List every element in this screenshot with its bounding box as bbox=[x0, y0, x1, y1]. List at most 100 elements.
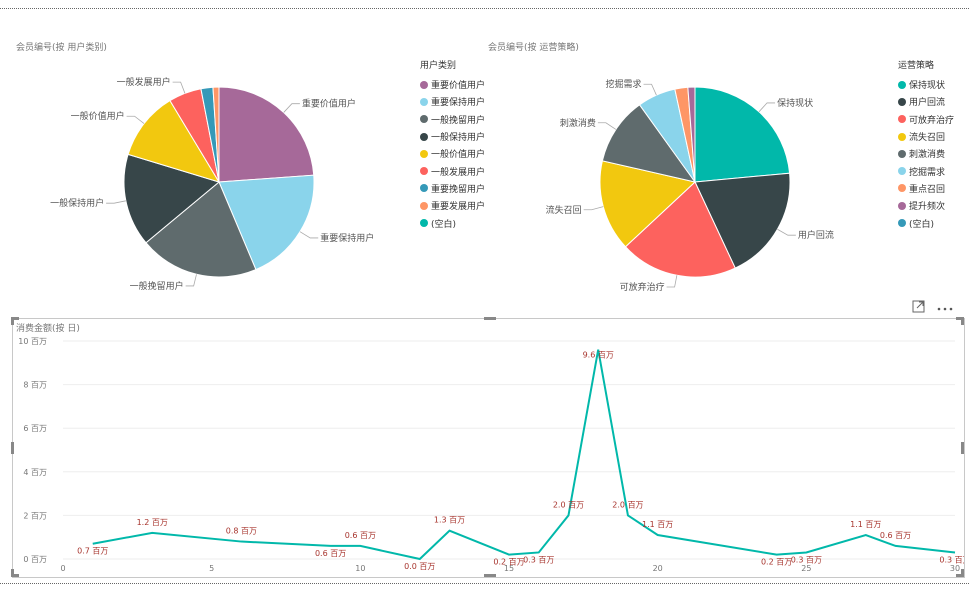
pie1-legend-item-1[interactable]: 重要保持用户 bbox=[420, 93, 485, 110]
resize-handle-top[interactable] bbox=[484, 317, 496, 320]
pie2-legend-item-6[interactable]: 重点召回 bbox=[898, 180, 954, 197]
pie2-legend-swatch-7 bbox=[898, 201, 906, 210]
pie1-legend-label-0: 重要价值用户 bbox=[431, 81, 486, 92]
pie2-legend-swatch-1 bbox=[898, 97, 906, 106]
resize-handle-tr-v[interactable] bbox=[961, 317, 964, 325]
pie1-legend-swatch-4 bbox=[420, 149, 428, 158]
pie2-legend-swatch-2 bbox=[898, 115, 906, 124]
line-data-label-9: 2.0 百万 bbox=[553, 500, 584, 509]
pie1-legend-label-1: 重要保持用户 bbox=[431, 98, 486, 109]
pie2-slice-4[interactable] bbox=[601, 104, 697, 183]
pie-chart-user-category[interactable]: 会员编号(按 用户类别) 重要价值用户 重要保持用户 一般挽留用户 一般保持用户 一般价… bbox=[12, 36, 485, 298]
resize-handle-left[interactable] bbox=[11, 442, 14, 454]
resize-handle-bl[interactable] bbox=[11, 574, 19, 577]
pie1-legend-label-5: 一般发展用户 bbox=[431, 167, 486, 178]
focus-mode-icon[interactable] bbox=[912, 300, 925, 315]
pie1-slice-0[interactable] bbox=[218, 86, 315, 183]
canvas-bottom-border bbox=[0, 583, 969, 584]
pie2-legend-swatch-6 bbox=[898, 184, 906, 193]
line-xtick-5: 25 bbox=[801, 564, 811, 573]
pie1-legend-swatch-0 bbox=[420, 80, 428, 89]
line-data-label-4: 0.6 百万 bbox=[345, 531, 376, 540]
pie2-title: 会员编号(按 运营策略) bbox=[488, 43, 579, 53]
pie1-legend-item-7[interactable]: 重要发展用户 bbox=[420, 197, 485, 214]
pie2-legend-swatch-4 bbox=[898, 149, 906, 158]
resize-handle-br-v[interactable] bbox=[961, 569, 964, 577]
pie1-slice-1[interactable] bbox=[218, 174, 315, 271]
line-ytick-3: 6 百万 bbox=[23, 424, 47, 433]
pie2-legend-item-4[interactable]: 刺激消费 bbox=[898, 145, 954, 162]
pie2-legend-label-2: 可放弃治疗 bbox=[909, 115, 955, 126]
pie2-legend-label-6: 重点召回 bbox=[909, 184, 946, 195]
line-chart-spend-by-day[interactable]: 消费金额(按 日) 0 百万 2 百万 4 百万 6 百万 8 百万 10 百万 0 5 10 1… bbox=[12, 318, 964, 576]
line-series[interactable] bbox=[92, 349, 956, 561]
pie1-slice-4[interactable] bbox=[127, 99, 221, 183]
line-ytick-1: 2 百万 bbox=[23, 511, 47, 520]
pie2-legend-label-3: 流失召回 bbox=[909, 133, 946, 144]
pie2-legend-item-3[interactable]: 流失召回 bbox=[898, 128, 954, 145]
resize-handle-br[interactable] bbox=[956, 574, 964, 577]
resize-handle-bl-v[interactable] bbox=[11, 569, 14, 577]
pie1-leader-5 bbox=[172, 81, 186, 94]
line-xtick-1: 5 bbox=[209, 564, 214, 573]
pie1-leader-3 bbox=[106, 200, 126, 204]
pie1-leader-1 bbox=[299, 231, 319, 239]
pie2-slice-0[interactable] bbox=[694, 86, 791, 183]
pie2-slice-7[interactable] bbox=[687, 86, 696, 183]
pie2-data-label-3: 流失召回 bbox=[546, 204, 582, 216]
pie1-legend-label-2: 一般挽留用户 bbox=[431, 115, 486, 126]
pie1-leader-2 bbox=[185, 274, 197, 287]
pie1-legend-label-7: 重要发展用户 bbox=[431, 202, 486, 213]
pie1-legend-item-4[interactable]: 一般价值用户 bbox=[420, 145, 485, 162]
line-data-label-7: 0.2 百万 bbox=[493, 558, 524, 567]
line-data-label-10: 9.6 百万 bbox=[583, 351, 614, 360]
pie1-slice-7[interactable] bbox=[212, 86, 220, 183]
pie2-legend-item-2[interactable]: 可放弃治疗 bbox=[898, 111, 954, 128]
pie1-data-label-0: 重要价值用户 bbox=[302, 98, 356, 110]
resize-handle-tl[interactable] bbox=[11, 317, 19, 320]
line-ytick-2: 4 百万 bbox=[23, 468, 47, 477]
pie1-legend-swatch-7 bbox=[420, 201, 428, 210]
pie1-legend-swatch-3 bbox=[420, 132, 428, 141]
pie2-slice-1[interactable] bbox=[694, 172, 791, 269]
pie1-legend-item-5[interactable]: 一般发展用户 bbox=[420, 162, 485, 179]
pie2-legend-item-1[interactable]: 用户回流 bbox=[898, 93, 954, 110]
pie2-legend-item-0[interactable]: 保持现状 bbox=[898, 76, 954, 93]
pie1-legend-item-3[interactable]: 一般保持用户 bbox=[420, 128, 485, 145]
line-data-label-5: 0.0 百万 bbox=[404, 562, 435, 571]
pie1-data-label-1: 重要保持用户 bbox=[320, 232, 374, 244]
pie2-leader-5 bbox=[643, 83, 657, 96]
pie2-data-label-0: 保持现状 bbox=[777, 97, 813, 109]
pie1-data-label-3: 一般保持用户 bbox=[50, 197, 104, 209]
line-ytick-0: 0 百万 bbox=[23, 555, 47, 564]
pie2-leader-1 bbox=[777, 228, 796, 236]
line-data-label-2: 0.8 百万 bbox=[226, 527, 257, 536]
line-data-label-11: 2.0 百万 bbox=[612, 500, 643, 509]
pie1-legend-item-2[interactable]: 一般挽留用户 bbox=[420, 111, 485, 128]
pie2-slice-2[interactable] bbox=[624, 181, 736, 278]
resize-handle-tr[interactable] bbox=[956, 317, 964, 320]
pie1-legend-item-0[interactable]: 重要价值用户 bbox=[420, 76, 485, 93]
pie2-data-label-4: 刺激消费 bbox=[560, 117, 596, 129]
pie2-legend-item-8[interactable]: (空白) bbox=[898, 214, 954, 231]
pie-chart-ops-strategy[interactable]: 会员编号(按 运营策略) 保持现状 用户回流 可放弃治疗 流失召回 刺激消费 挖掘需求 运… bbox=[484, 36, 964, 298]
canvas-top-border bbox=[0, 8, 969, 9]
pie1-legend-swatch-2 bbox=[420, 115, 428, 124]
pie1-legend-item-6[interactable]: 重要挽留用户 bbox=[420, 180, 485, 197]
pie1-data-label-4: 一般价值用户 bbox=[71, 110, 125, 122]
resize-handle-tl-v[interactable] bbox=[11, 317, 14, 325]
pie2-legend-item-5[interactable]: 挖掘需求 bbox=[898, 162, 954, 179]
more-options-icon[interactable] bbox=[937, 302, 953, 314]
pie1-slice-2[interactable] bbox=[145, 181, 257, 278]
pie1-legend-item-8[interactable]: (空白) bbox=[420, 214, 485, 231]
resize-handle-right[interactable] bbox=[961, 442, 964, 454]
pie1-leader-0 bbox=[283, 103, 300, 113]
line-xtick-2: 10 bbox=[355, 564, 365, 573]
pie2-legend-label-4: 刺激消费 bbox=[909, 150, 946, 161]
line-data-label-15: 1.1 百万 bbox=[850, 520, 881, 529]
visual-header bbox=[912, 300, 953, 315]
pie2-legend-item-7[interactable]: 提升频次 bbox=[898, 197, 954, 214]
line-data-label-16: 0.6 百万 bbox=[880, 531, 911, 540]
pie2-legend-title: 运营策略 bbox=[898, 61, 935, 71]
resize-handle-bottom[interactable] bbox=[484, 574, 496, 577]
